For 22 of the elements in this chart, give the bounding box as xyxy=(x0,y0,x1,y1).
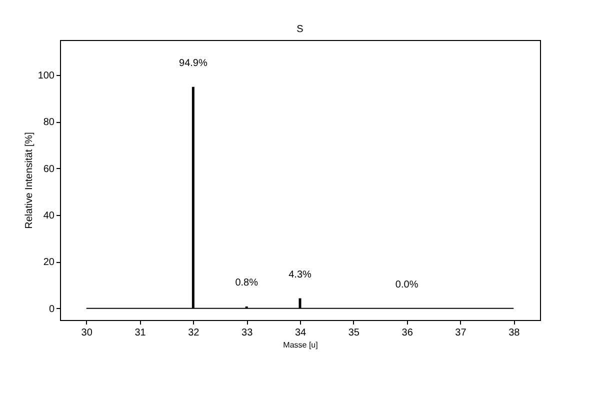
y-tick-label: 60 xyxy=(43,164,55,175)
data-label: 0.0% xyxy=(395,279,418,290)
y-tick-label: 0 xyxy=(48,304,55,315)
data-label: 94.9% xyxy=(179,58,208,69)
data-label: 4.3% xyxy=(288,269,312,280)
x-tick-label: 36 xyxy=(402,328,414,338)
x-tick-label: 33 xyxy=(242,328,254,338)
x-tick-label: 35 xyxy=(348,328,360,338)
x-tick-label: 34 xyxy=(294,328,306,338)
y-tick-label: 100 xyxy=(38,70,55,82)
y-tick-label: 40 xyxy=(43,210,55,222)
y-tick-label: 20 xyxy=(43,257,55,268)
chart-title: S xyxy=(296,24,304,35)
x-tick-label: 31 xyxy=(134,328,146,338)
x-tick-label: 30 xyxy=(81,328,93,338)
x-tick-label: 37 xyxy=(455,328,467,338)
data-label: 0.8% xyxy=(235,277,258,288)
x-axis-title: Masse [u] xyxy=(283,340,318,350)
y-tick-label: 80 xyxy=(43,117,55,128)
y-axis-title: Relative Intensität [%] xyxy=(24,132,35,229)
x-tick-label: 38 xyxy=(508,328,520,338)
x-tick-label: 32 xyxy=(188,328,200,338)
